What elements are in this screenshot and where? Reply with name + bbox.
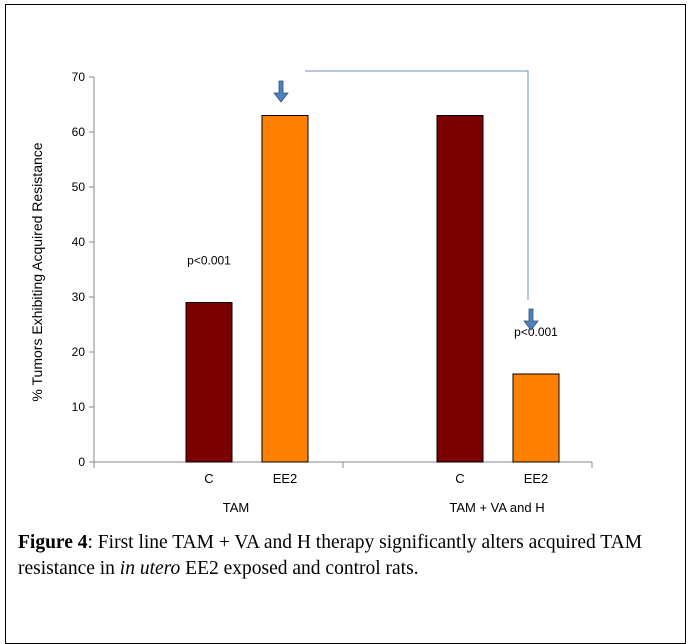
group-label: TAM xyxy=(223,500,249,515)
y-tick-label: 10 xyxy=(72,400,86,414)
category-labels: C EE2 TAM C EE2 TAM + VA and H xyxy=(204,471,548,515)
y-tick-label: 20 xyxy=(72,345,86,359)
group-label: TAM + VA and H xyxy=(449,500,544,515)
figure-caption: Figure 4: First line TAM + VA and H ther… xyxy=(18,530,678,582)
y-axis-label: % Tumors Exhibiting Acquired Resistance xyxy=(29,142,45,401)
bar xyxy=(261,115,309,463)
y-tick-label: 40 xyxy=(72,235,86,249)
bar-label: C xyxy=(455,471,464,486)
y-axis: 0 10 20 30 40 50 60 70 xyxy=(72,70,593,469)
caption-italic: in utero xyxy=(119,558,181,579)
p-value-annotation: p<0.001 xyxy=(187,254,231,268)
bar xyxy=(436,115,484,463)
caption-label: Figure 4 xyxy=(18,532,88,553)
bars xyxy=(185,115,560,463)
bar-label: C xyxy=(204,471,213,486)
down-arrow-icon xyxy=(523,308,539,331)
bar xyxy=(512,373,560,463)
caption-text-2: EE2 exposed and control rats. xyxy=(180,558,419,579)
bar-label: EE2 xyxy=(524,471,549,486)
annotations: p<0.001 p<0.001 xyxy=(187,70,558,339)
bar-label: EE2 xyxy=(273,471,298,486)
y-tick-label: 60 xyxy=(72,125,86,139)
y-tick-label: 0 xyxy=(78,455,85,469)
y-tick-label: 70 xyxy=(72,70,86,84)
y-tick-label: 30 xyxy=(72,290,86,304)
bar xyxy=(185,302,233,463)
p-value-annotation: p<0.001 xyxy=(514,325,558,339)
comparison-bracket xyxy=(305,70,529,300)
bar-chart: % Tumors Exhibiting Acquired Resistance … xyxy=(29,70,593,515)
caption-text-1: : First line TAM + VA and H therapy sign… xyxy=(18,532,643,579)
down-arrow-icon xyxy=(273,80,289,103)
y-tick-label: 50 xyxy=(72,180,86,194)
